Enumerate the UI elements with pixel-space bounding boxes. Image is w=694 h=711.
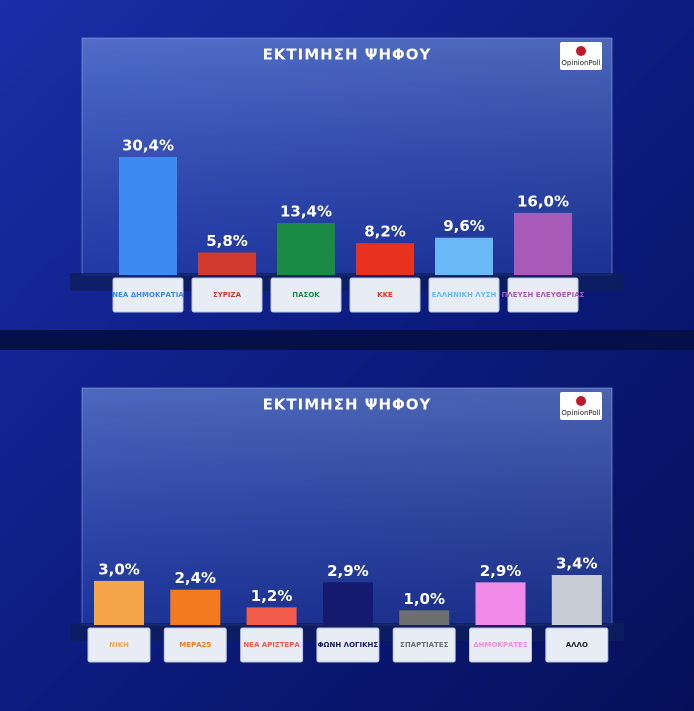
bar	[170, 589, 221, 625]
value-label: 3,0%	[98, 560, 140, 578]
value-label: 30,4%	[122, 137, 174, 155]
logo-tile	[392, 627, 456, 663]
logo-tile	[545, 627, 609, 663]
logo-tile	[349, 277, 421, 313]
bar	[435, 237, 493, 275]
value-label: 2,4%	[174, 569, 216, 587]
bar	[356, 243, 414, 275]
brand-dot	[576, 396, 586, 406]
bar	[514, 212, 572, 275]
value-label: 16,0%	[517, 192, 569, 210]
category-label: ΝΕΑ ΔΗΜΟΚΡΑΤΙΑ	[112, 291, 184, 299]
logo-tile	[469, 627, 532, 663]
bar	[198, 252, 256, 275]
bar	[399, 610, 450, 625]
value-label: 1,0%	[403, 590, 445, 608]
category-label: ΜΕΡΑ25	[179, 641, 211, 649]
category-label: ΣΥΡΙΖΑ	[213, 291, 242, 299]
value-label: 13,4%	[280, 202, 332, 220]
logo-tile	[112, 277, 184, 313]
bar	[322, 582, 373, 625]
brand: OpinionPoll	[561, 59, 600, 67]
value-label: 9,6%	[443, 217, 485, 235]
value-label: 1,2%	[251, 587, 293, 605]
bar	[246, 607, 297, 625]
category-label: ΝΕΑ ΑΡΙΣΤΕΡΑ	[243, 641, 300, 649]
value-label: 2,9%	[327, 562, 369, 580]
bar	[475, 582, 526, 625]
value-label: 5,8%	[206, 232, 248, 250]
logo-tile	[191, 277, 263, 313]
category-label: ΠΑΣΟΚ	[292, 291, 320, 299]
category-label: ΔΗΜΟΚΡΑΤΕΣ	[473, 641, 528, 649]
category-label: ΕΛΛΗΝΙΚΗ ΛΥΣΗ	[432, 291, 497, 299]
chart-title: ΕΚΤΙΜΗΣΗ ΨΗΦΟΥ	[263, 46, 432, 64]
brand-dot	[576, 46, 586, 56]
brand: OpinionPoll	[561, 409, 600, 417]
bar	[551, 575, 602, 625]
value-label: 8,2%	[364, 223, 406, 241]
bar	[94, 580, 144, 625]
divider	[0, 330, 694, 350]
logo-tile	[428, 277, 500, 313]
logo-tile	[87, 627, 151, 663]
category-label: ΣΠΑΡΤΙΑΤΕΣ	[400, 641, 449, 649]
value-label: 3,4%	[556, 555, 598, 573]
logo-tile	[163, 627, 227, 663]
value-label: 2,9%	[480, 562, 522, 580]
category-label: ΚΚΕ	[377, 291, 393, 299]
bar	[119, 157, 177, 275]
logo-tile	[507, 277, 579, 313]
category-label: ΦΩΝΗ ΛΟΓΙΚΗΣ	[318, 641, 379, 649]
logo-tile	[270, 277, 342, 313]
logo-tile	[240, 627, 304, 663]
logo-tile	[316, 627, 380, 663]
bar	[277, 222, 335, 275]
category-label: ΠΛΕΥΣΗ ΕΛΕΥΘΕΡΙΑΣ	[502, 291, 585, 299]
category-label: ΝΙΚΗ	[109, 641, 129, 649]
chart-title: ΕΚΤΙΜΗΣΗ ΨΗΦΟΥ	[263, 396, 432, 414]
category-label: ΑΛΛΟ	[566, 641, 588, 649]
